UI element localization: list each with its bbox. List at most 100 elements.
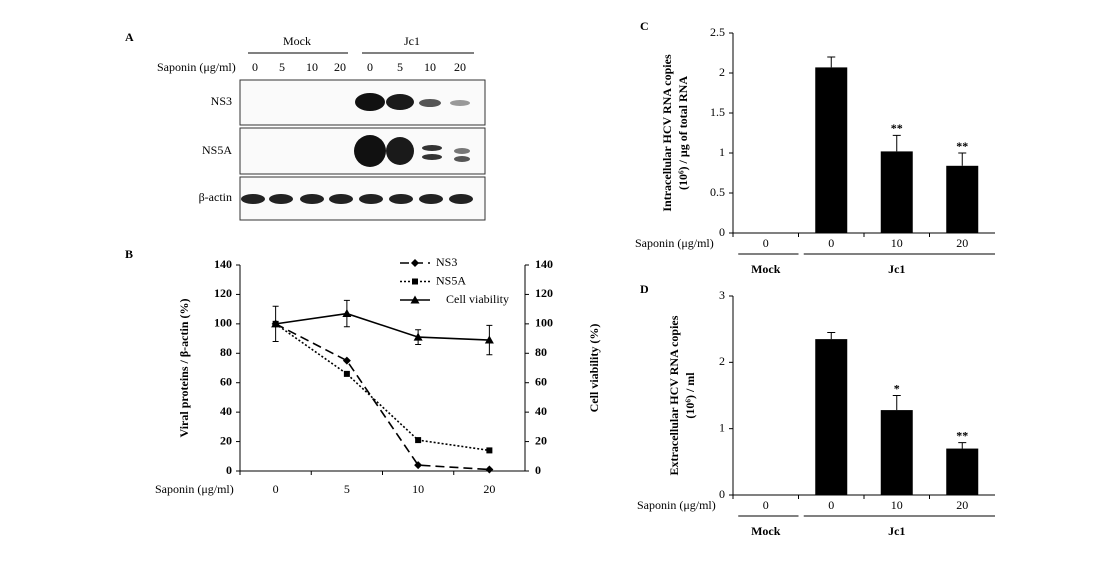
significance: ** <box>956 428 968 442</box>
y-tick-label: 2 <box>719 65 725 79</box>
bar <box>815 67 848 234</box>
error-bar <box>827 56 836 68</box>
y-tick-label: 100 <box>214 316 232 330</box>
lane-label: 0 <box>252 60 258 74</box>
marker <box>413 332 423 341</box>
marker <box>486 447 493 454</box>
marker <box>271 319 281 328</box>
band <box>329 194 353 204</box>
band <box>454 156 470 162</box>
significance: * <box>894 381 900 395</box>
marker <box>343 370 350 377</box>
group-label: Mock <box>283 34 311 48</box>
y-tick-label: 60 <box>220 374 232 388</box>
y-tick-label: 3 <box>719 288 725 302</box>
significance: ** <box>891 121 903 135</box>
y2-axis-label: Cell viability (%) <box>587 324 601 413</box>
y2-tick-label: 100 <box>535 316 553 330</box>
y-tick-label: 40 <box>220 404 232 418</box>
y-tick-label: 0.5 <box>710 185 725 199</box>
band <box>359 194 383 204</box>
series-line <box>275 323 490 471</box>
y2-tick-label: 40 <box>535 404 547 418</box>
lane-labels: 0 5 10 20 0 5 10 20 <box>252 60 466 74</box>
error-bar <box>827 331 836 340</box>
y-tick-label: 80 <box>220 345 232 359</box>
legend-label: Cell viability <box>446 292 509 306</box>
x-tick-label: 0 <box>763 498 769 512</box>
band <box>386 94 414 110</box>
y-tick-label: 1 <box>719 145 725 159</box>
x-tick-label: 20 <box>956 498 968 512</box>
group-label: Mock <box>751 524 781 538</box>
y2-tick-label: 80 <box>535 345 547 359</box>
y-tick-label: 1 <box>719 420 725 434</box>
y2-tick-label: 60 <box>535 374 547 388</box>
y-axis-label: Intracellular HCV RNA copies <box>660 54 674 212</box>
y-tick-label: 0 <box>719 487 725 501</box>
y2-tick-label: 140 <box>535 257 553 271</box>
y-axis-label: Viral proteins / β-actin (%) <box>177 299 191 438</box>
error-bar <box>958 152 967 166</box>
x-tick-label: 10 <box>891 236 903 250</box>
group-label: Jc1 <box>888 262 905 276</box>
x-tick-label: 20 <box>956 236 968 250</box>
x-tick-label: 0 <box>828 236 834 250</box>
marker <box>410 295 420 304</box>
lane-label: 0 <box>367 60 373 74</box>
y-tick-label: 2 <box>719 354 725 368</box>
bar <box>946 165 979 233</box>
y-axis-label: (10⁶) / μg of total RNA <box>676 76 690 190</box>
band <box>422 145 442 151</box>
band <box>300 194 324 204</box>
lane-label: 10 <box>306 60 318 74</box>
panel-label: C <box>640 19 649 33</box>
band <box>354 135 386 167</box>
x-tick-label: 5 <box>344 482 350 496</box>
lane-label: 20 <box>454 60 466 74</box>
y2-tick-label: 120 <box>535 286 553 300</box>
error-bar <box>892 134 901 152</box>
lane-label: 5 <box>279 60 285 74</box>
marker <box>412 278 418 285</box>
series-line <box>275 312 490 341</box>
y2-tick-label: 20 <box>535 433 547 447</box>
error-bar <box>958 442 967 449</box>
group-label: Mock <box>751 262 781 276</box>
band <box>454 148 470 154</box>
error-bar <box>892 395 901 411</box>
bar <box>946 448 979 495</box>
lane-label: 10 <box>424 60 436 74</box>
panel-label: B <box>125 247 133 261</box>
y-tick-label: 0 <box>226 463 232 477</box>
marker <box>485 465 494 474</box>
y-tick-label: 1.5 <box>710 105 725 119</box>
x-axis-label: Saponin (μg/ml) <box>635 236 714 250</box>
y2-tick-label: 0 <box>535 463 541 477</box>
marker <box>342 309 352 318</box>
band <box>422 154 442 160</box>
x-tick-label: 0 <box>828 498 834 512</box>
bar <box>880 151 913 233</box>
y-tick-label: 0 <box>719 225 725 239</box>
lane-label: 20 <box>334 60 346 74</box>
marker <box>415 437 422 444</box>
band <box>419 99 441 107</box>
marker <box>414 461 423 470</box>
y-axis-label: Extracellular HCV RNA copies <box>667 315 681 475</box>
group-label: Jc1 <box>404 34 420 48</box>
x-tick-label: 20 <box>483 482 495 496</box>
band <box>450 100 470 106</box>
band <box>449 194 473 204</box>
band <box>386 137 414 165</box>
blot-rows: NS3 NS5A β-actin <box>199 79 486 221</box>
group-label: Jc1 <box>888 524 905 538</box>
row-label: β-actin <box>199 190 232 204</box>
x-tick-label: 0 <box>273 482 279 496</box>
legend-label: NS3 <box>436 255 457 269</box>
x-tick-label: 10 <box>412 482 424 496</box>
bar <box>880 410 913 495</box>
x-tick-label: 10 <box>891 498 903 512</box>
